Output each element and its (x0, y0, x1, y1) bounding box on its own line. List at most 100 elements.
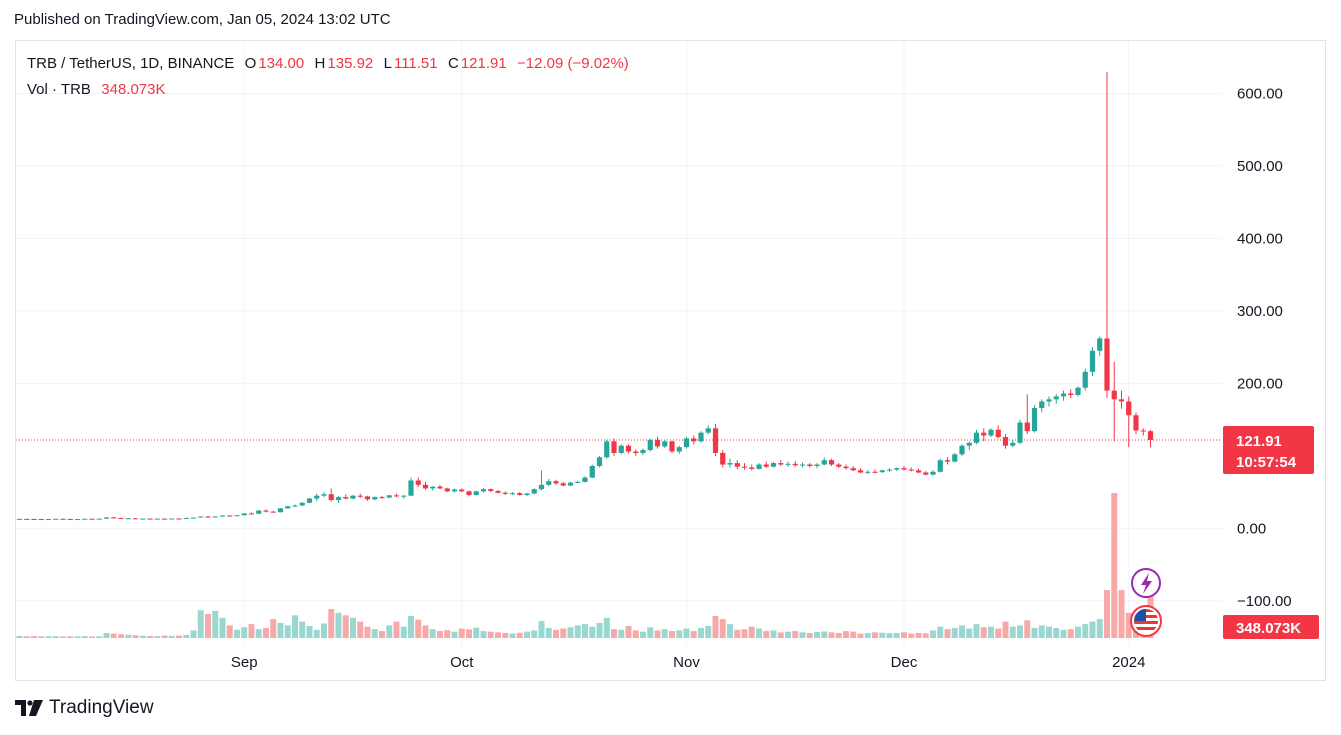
lightning-icon[interactable] (1131, 568, 1161, 598)
price-badge-countdown: 10:57:54 (1236, 454, 1297, 471)
volume-bar (632, 630, 639, 638)
candle (292, 504, 298, 508)
candle-body (1039, 401, 1045, 409)
volume-badge-value: 348.073K (1236, 620, 1301, 637)
candle (596, 455, 603, 468)
candle (422, 481, 429, 490)
price-badge (1223, 426, 1314, 474)
candle-body (1046, 399, 1052, 402)
candle (350, 494, 356, 500)
volume-bar (1082, 624, 1089, 638)
volume-bar (886, 633, 893, 638)
candle-body (1053, 396, 1059, 400)
volume-bar (850, 631, 857, 638)
volume-bar (284, 625, 291, 638)
volume-bar (973, 624, 980, 638)
candle-body (31, 518, 37, 520)
candle (125, 518, 131, 520)
candle (111, 516, 117, 519)
candle (640, 448, 646, 456)
volume-bar (509, 633, 516, 638)
candle (176, 518, 182, 520)
volume-label[interactable]: Vol · TRB (27, 81, 91, 98)
volume-bar (901, 632, 907, 638)
volume-bar (473, 627, 480, 638)
volume-bar (538, 620, 545, 638)
volume-bar (640, 631, 646, 638)
candle (749, 464, 755, 471)
candle-body (517, 493, 523, 495)
candle-body (198, 516, 204, 518)
candle (575, 480, 581, 484)
candle-body (705, 428, 711, 433)
candle-body (256, 510, 262, 514)
candle-body (422, 484, 429, 489)
volume-bar (814, 631, 820, 638)
volume-bar (574, 625, 581, 638)
candle-body (1147, 431, 1154, 440)
candle (930, 470, 936, 476)
volume-bars (16, 493, 1154, 638)
volume-bar (226, 625, 233, 638)
candle-body (850, 468, 856, 471)
candle-body (1082, 371, 1088, 388)
tradingview-logo[interactable]: TradingView (15, 697, 154, 719)
volume-bar (328, 609, 335, 638)
volume-bar (893, 632, 900, 638)
candle-body (161, 518, 168, 520)
candle (103, 517, 110, 519)
us-flag-icon[interactable] (1130, 605, 1162, 637)
x-tick-label: Dec (891, 654, 918, 671)
candle-body (654, 439, 661, 447)
candle-body (741, 466, 748, 468)
volume-bar (756, 628, 762, 638)
candle-body (459, 489, 465, 492)
volume-bar (1067, 629, 1074, 638)
candle (1002, 434, 1009, 449)
candle (285, 505, 291, 509)
volume-bar (248, 624, 255, 638)
volume-bar (828, 632, 835, 638)
candle-body (792, 463, 798, 466)
open-label: O (244, 55, 257, 72)
volume-bar (263, 627, 269, 638)
candle-body (633, 451, 639, 453)
candle (720, 450, 726, 468)
volume-bar (799, 632, 806, 638)
volume-bar (415, 619, 422, 638)
volume-bar (161, 635, 168, 638)
candle-body (415, 480, 421, 485)
volume-bar (654, 630, 661, 638)
candle-body (96, 518, 102, 520)
candle (915, 468, 922, 474)
volume-bar (437, 631, 443, 638)
candle-body (1024, 422, 1030, 432)
candle-body (451, 489, 458, 492)
candle-body (270, 511, 276, 513)
candle (872, 469, 878, 474)
candle-body (872, 471, 878, 473)
candle-body (379, 497, 385, 499)
volume-bar (915, 632, 922, 638)
candle (306, 497, 313, 504)
candle (270, 510, 276, 513)
chart-frame[interactable] (15, 40, 1326, 681)
candle-body (176, 518, 182, 520)
candle-body (169, 518, 175, 520)
volume-bar (212, 610, 219, 638)
volume-bar (234, 629, 240, 638)
symbol-label[interactable]: TRB / TetherUS, 1D, BINANCE (27, 55, 235, 72)
candle (923, 471, 929, 476)
candle (132, 518, 139, 520)
volume-legend: Vol · TRB 348.073K (27, 81, 168, 98)
candle (944, 457, 951, 465)
price-axis: 600.00 500.00 400.00 300.00 200.00 0.00 −100.0… (1237, 86, 1292, 610)
candle-body (16, 518, 23, 520)
candle (466, 490, 472, 497)
volume-bar (1089, 621, 1096, 638)
candle-body (430, 486, 436, 489)
candle-body (560, 483, 566, 486)
candle (328, 488, 334, 502)
candle (473, 490, 479, 496)
